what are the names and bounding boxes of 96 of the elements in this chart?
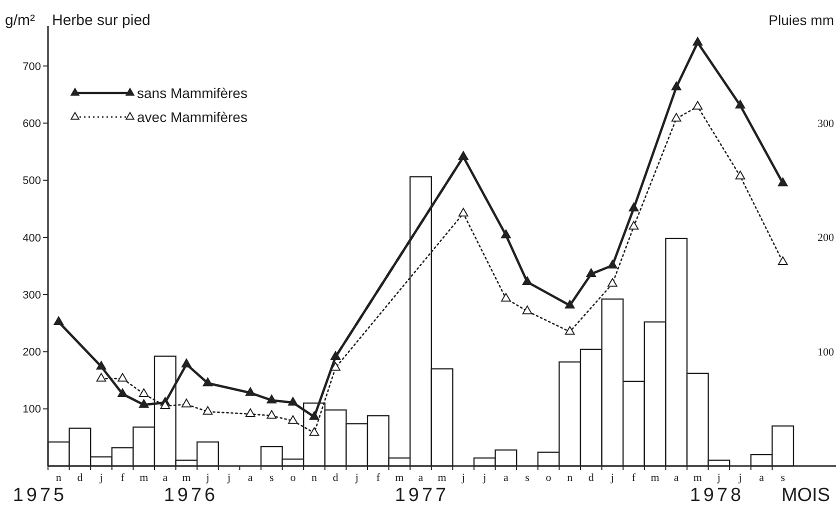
point: [522, 306, 532, 314]
x-tick-label: m: [395, 472, 404, 484]
y-tick-label: 700: [22, 60, 41, 73]
y-tick-label: 200: [22, 346, 41, 359]
point: [735, 100, 746, 108]
point: [202, 378, 213, 386]
y-tick-label: 600: [22, 118, 41, 130]
point: [330, 362, 340, 371]
x-tick-label: m: [140, 472, 149, 484]
y-tick-label: 500: [22, 175, 41, 188]
point: [735, 170, 746, 180]
point: [138, 388, 149, 398]
point: [628, 220, 639, 230]
x-tick-label: j: [482, 472, 486, 484]
point: [778, 256, 788, 266]
x-tick-label: s: [780, 472, 785, 484]
x-tick-label: m: [693, 472, 702, 484]
point: [160, 400, 170, 410]
point: [202, 406, 213, 415]
point: [245, 387, 256, 396]
x-tick-label: m: [438, 472, 447, 484]
y2-tick-label: 100: [818, 346, 834, 359]
x-tick-label: j: [716, 472, 720, 484]
point: [266, 410, 277, 419]
point: [182, 398, 192, 408]
x-tick-label: d: [588, 472, 594, 484]
x-tick-label: a: [759, 472, 764, 484]
point: [96, 372, 106, 382]
y2-axis-title: Pluies mm: [768, 12, 834, 28]
point: [182, 358, 192, 368]
x-tick-label: f: [376, 472, 380, 484]
x-tick-label: j: [460, 472, 465, 484]
x-tick-label: n: [312, 472, 318, 484]
point: [778, 178, 788, 186]
point: [501, 230, 511, 238]
x-tick-label: o: [546, 472, 552, 484]
y2-tick-label: 200: [818, 232, 834, 244]
x-tick-label: j: [610, 472, 614, 484]
x-tick-label: a: [418, 472, 424, 484]
x-tick-label: a: [674, 472, 679, 484]
y-tick-label: 400: [22, 232, 41, 244]
x-tick-label: a: [248, 472, 253, 484]
x-tick-label: n: [567, 472, 574, 484]
point: [692, 36, 703, 46]
x-tick-label: j: [205, 472, 210, 484]
text: 1975: [12, 485, 68, 506]
y2-tick-label: 300: [818, 118, 834, 130]
point: [309, 411, 320, 420]
x-tick-label: a: [504, 472, 509, 484]
point: [608, 260, 618, 268]
x-tick-label: a: [162, 472, 168, 484]
x-tick-label: f: [120, 472, 125, 484]
point: [96, 360, 106, 370]
text: 1978: [690, 485, 744, 506]
point: [54, 316, 64, 326]
x-tick-label: j: [354, 472, 358, 484]
x-tick-label: f: [632, 472, 636, 484]
text: 1977: [394, 485, 450, 506]
x-axis-title: MOIS: [781, 485, 830, 506]
y-axis-title: g/m²: [5, 12, 36, 29]
legend-label: avec Mammifères: [137, 108, 248, 125]
point: [118, 388, 128, 398]
point: [118, 372, 128, 382]
point: [564, 300, 575, 308]
x-tick-label: s: [270, 472, 274, 484]
y-tick-label: 100: [22, 404, 41, 416]
point: [138, 399, 149, 408]
chart-title: Herbe sur pied: [52, 12, 150, 29]
point: [671, 82, 682, 90]
x-tick-label: m: [182, 472, 192, 484]
point: [671, 112, 682, 122]
x-tick-label: d: [332, 472, 339, 484]
x-tick-label: n: [56, 472, 62, 484]
point: [288, 415, 298, 424]
point: [586, 268, 596, 278]
legend-label: sans Mammifères: [137, 84, 248, 101]
point: [692, 100, 703, 110]
x-tick-label: d: [77, 472, 84, 484]
point: [245, 408, 256, 418]
point: [608, 278, 618, 287]
x-tick-label: j: [226, 472, 231, 484]
point: [266, 394, 277, 404]
x-tick-label: j: [738, 472, 742, 484]
point: [309, 427, 320, 436]
x-tick-label: o: [290, 472, 296, 484]
point: [288, 396, 298, 406]
x-tick-label: m: [650, 472, 660, 484]
x-tick-label: s: [525, 472, 530, 484]
point: [458, 208, 468, 216]
point: [522, 276, 532, 286]
y-tick-label: 300: [22, 289, 41, 302]
text: 1976: [164, 485, 218, 506]
point: [628, 202, 639, 212]
x-tick-label: j: [98, 472, 103, 484]
point: [564, 326, 575, 335]
point: [501, 292, 511, 302]
